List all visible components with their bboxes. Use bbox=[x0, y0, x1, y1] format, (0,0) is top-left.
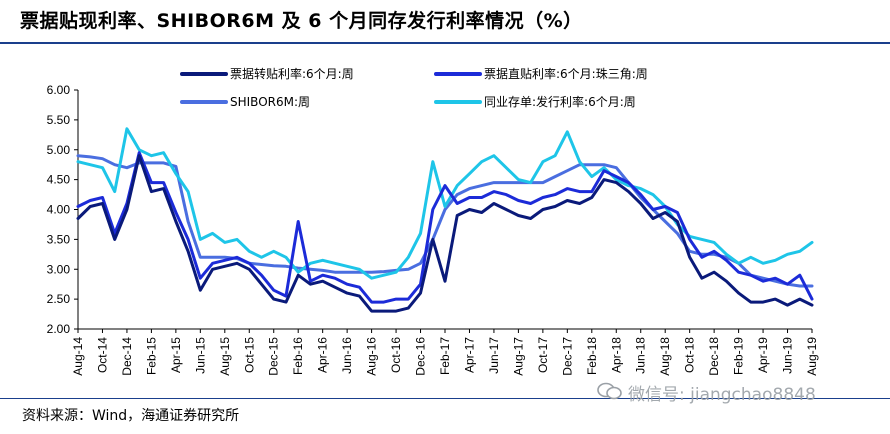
x-tick-label: Jun-15 bbox=[193, 337, 207, 374]
x-tick-label: Dec-16 bbox=[414, 337, 428, 376]
x-tick-label: Feb-15 bbox=[144, 337, 158, 375]
series-line-1 bbox=[76, 154, 814, 313]
x-tick-label: Oct-18 bbox=[683, 337, 697, 373]
x-tick-label: Oct-16 bbox=[389, 337, 403, 373]
x-tick-label: Aug-17 bbox=[511, 337, 525, 376]
x-tick-label: Oct-15 bbox=[242, 337, 256, 373]
watermark: 微信号: jiangchao8848 bbox=[628, 385, 816, 405]
legend-label-1: 票据转贴利率:6个月:周 bbox=[230, 66, 354, 81]
x-tick-label: Aug-15 bbox=[218, 337, 232, 376]
x-tick-label: Apr-15 bbox=[169, 337, 183, 373]
legend-label-3: SHIBOR6M:周 bbox=[230, 95, 310, 109]
x-tick-label: Apr-18 bbox=[609, 337, 623, 373]
y-tick-label: 2.50 bbox=[47, 292, 71, 306]
chart-series bbox=[76, 127, 814, 313]
wechat-icon bbox=[597, 382, 622, 400]
chart-legend: 票据转贴利率:6个月:周 票据直贴利率:6个月:珠三角:周 SHIBOR6M:周 同业… bbox=[180, 66, 648, 109]
series-line-3 bbox=[76, 154, 814, 288]
x-tick-label: Aug-14 bbox=[71, 337, 85, 376]
legend-label-2: 票据直贴利率:6个月:珠三角:周 bbox=[484, 66, 648, 81]
x-tick-label: Dec-15 bbox=[267, 337, 281, 376]
y-tick-label: 5.00 bbox=[47, 143, 71, 157]
x-tick-label: Feb-16 bbox=[291, 337, 305, 375]
x-tick-label: Jun-17 bbox=[487, 337, 501, 374]
x-tick-label: Aug-16 bbox=[365, 337, 379, 376]
y-tick-label: 6.00 bbox=[47, 83, 71, 97]
y-tick-label: 2.00 bbox=[47, 322, 71, 336]
x-tick-label: Feb-18 bbox=[585, 337, 599, 375]
line-chart: 6.005.505.004.504.003.503.002.502.00Aug-… bbox=[47, 66, 819, 376]
y-tick-label: 3.00 bbox=[47, 262, 71, 276]
x-tick-label: Oct-17 bbox=[536, 337, 550, 373]
y-tick-label: 5.50 bbox=[47, 113, 71, 127]
x-tick-label: Feb-19 bbox=[732, 337, 746, 375]
y-tick-label: 4.00 bbox=[47, 203, 71, 217]
x-tick-label: Aug-19 bbox=[805, 337, 819, 376]
title-divider bbox=[0, 42, 890, 44]
x-tick-label: Apr-17 bbox=[462, 337, 476, 373]
x-tick-label: Dec-17 bbox=[560, 337, 574, 376]
x-tick-label: Oct-14 bbox=[95, 337, 109, 373]
x-tick-label: Apr-16 bbox=[316, 337, 330, 373]
chart-title: 票据贴现利率、SHIBOR6M 及 6 个月同存发行利率情况（%） bbox=[20, 10, 583, 32]
footer-divider bbox=[0, 398, 890, 399]
y-tick-label: 4.50 bbox=[47, 173, 71, 187]
source-note: 资料来源：Wind，海通证券研究所 bbox=[22, 408, 240, 424]
x-tick-label: Jun-19 bbox=[781, 337, 795, 374]
y-tick-label: 3.50 bbox=[47, 232, 71, 246]
x-tick-label: Jun-18 bbox=[634, 337, 648, 374]
x-tick-label: Aug-18 bbox=[658, 337, 672, 376]
x-tick-label: Feb-17 bbox=[438, 337, 452, 375]
x-tick-label: Apr-19 bbox=[756, 337, 770, 373]
chart-axes: 6.005.505.004.504.003.503.002.502.00Aug-… bbox=[47, 83, 819, 376]
x-tick-label: Jun-16 bbox=[340, 337, 354, 374]
legend-label-4: 同业存单:发行利率:6个月:周 bbox=[484, 94, 636, 109]
x-tick-label: Dec-18 bbox=[707, 337, 721, 376]
x-tick-label: Dec-14 bbox=[120, 337, 134, 376]
